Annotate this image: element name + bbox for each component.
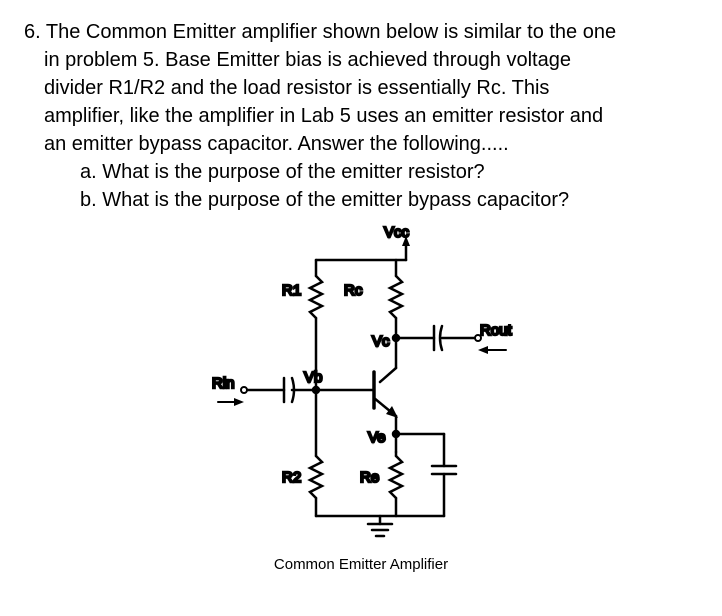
label-ve: Ve [368, 429, 386, 446]
label-re: Re [360, 469, 379, 486]
label-vb: Vb [304, 369, 322, 386]
problem-text: 6. The Common Emitter amplifier shown be… [24, 18, 698, 214]
diagram-caption: Common Emitter Amplifier [274, 556, 448, 573]
problem-line-1: in problem 5. Base Emitter bias is achie… [24, 46, 698, 74]
schematic-svg: Vcc R1 Rc Vc Rout [176, 220, 546, 550]
problem-line-3: amplifier, like the amplifier in Lab 5 u… [24, 102, 698, 130]
label-rin: Rin [212, 375, 235, 392]
circuit-diagram: Vcc R1 Rc Vc Rout [24, 220, 698, 573]
label-vcc: Vcc [384, 224, 410, 241]
label-r2: R2 [282, 469, 301, 486]
problem-line-0: The Common Emitter amplifier shown below… [46, 21, 616, 43]
label-vc: Vc [372, 333, 390, 350]
label-r1: R1 [282, 282, 301, 299]
subpart-a: a. What is the purpose of the emitter re… [24, 158, 698, 186]
label-rc: Rc [344, 282, 363, 299]
problem-number: 6. [24, 21, 41, 43]
subpart-b: b. What is the purpose of the emitter by… [24, 186, 698, 214]
problem-line-2: divider R1/R2 and the load resistor is e… [24, 74, 698, 102]
problem-line-4: an emitter bypass capacitor. Answer the … [24, 130, 698, 158]
label-rout: Rout [480, 322, 513, 339]
